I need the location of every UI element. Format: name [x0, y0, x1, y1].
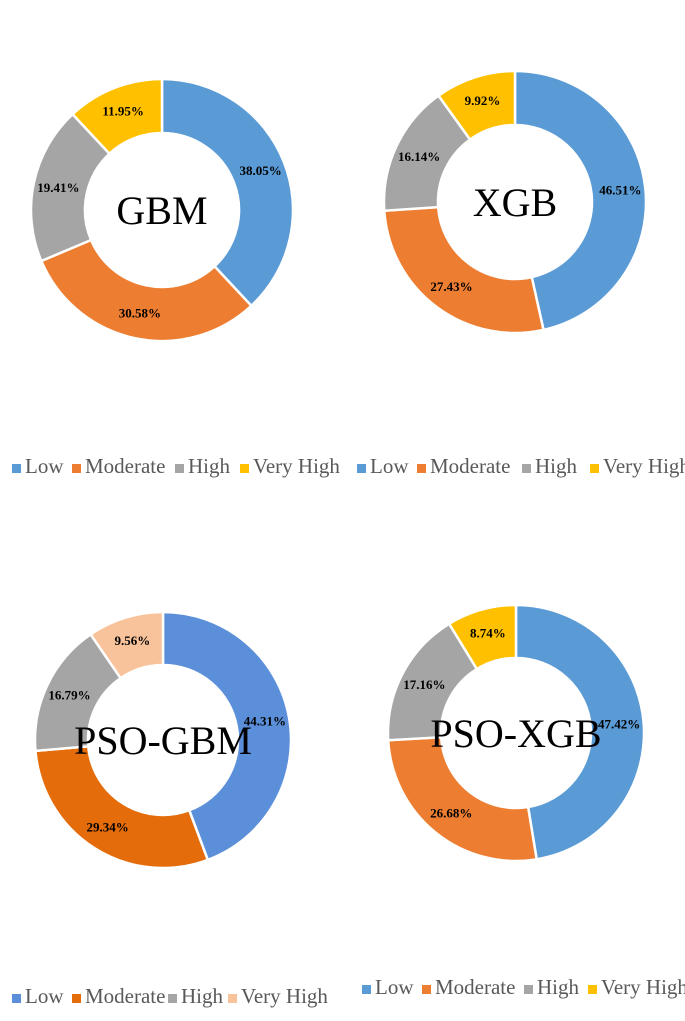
legend-swatch	[417, 464, 426, 473]
slice-label: 16.79%	[48, 688, 90, 703]
legend: Low Moderate High Very High	[362, 975, 685, 999]
legend-swatch	[72, 994, 81, 1003]
slice-label: 46.51%	[599, 182, 641, 197]
legend-label: Very High	[601, 975, 685, 999]
slice-label: 16.14%	[398, 149, 440, 164]
slice-very-high	[70, 77, 164, 156]
legend-label: High	[188, 454, 231, 478]
donut-chart-0: 38.05% 30.58% 19.41% 11.95% GBM Low Moderate Hi…	[12, 77, 340, 478]
legend-label: High	[181, 984, 224, 1008]
slice-moderate	[382, 205, 545, 335]
center-label: PSO-XGB	[430, 711, 601, 756]
slice-label: 47.42%	[598, 717, 640, 732]
legend-label: Moderate	[85, 454, 165, 478]
legend: Low Moderate High Very High	[12, 984, 328, 1008]
center-label: GBM	[116, 188, 207, 233]
slice-label: 17.16%	[403, 677, 445, 692]
slice-label: 38.05%	[239, 163, 281, 178]
legend-swatch	[357, 464, 366, 473]
slice-moderate	[34, 745, 210, 870]
legend-swatch	[422, 985, 431, 994]
slice-low	[513, 69, 648, 332]
slice-label: 11.95%	[102, 103, 144, 118]
donut-chart-1: 46.51% 27.43% 16.14% 9.92% XGB Low Moderate Hig…	[357, 69, 685, 478]
legend-label: Very High	[253, 454, 340, 478]
slice-very-high	[447, 603, 518, 671]
slice-moderate	[386, 735, 539, 863]
legend-label: Low	[375, 975, 414, 999]
slice-label: 27.43%	[430, 279, 472, 294]
legend-label: Low	[25, 984, 64, 1008]
slice-moderate	[39, 238, 254, 343]
legend-swatch	[175, 464, 184, 473]
legend-label: High	[537, 975, 580, 999]
center-label: XGB	[473, 180, 557, 225]
legend-swatch	[588, 985, 597, 994]
legend-label: Moderate	[430, 454, 510, 478]
slice-label: 30.58%	[119, 306, 161, 321]
slice-low	[161, 610, 293, 862]
legend-label: High	[535, 454, 578, 478]
slice-label: 44.31%	[244, 714, 286, 729]
donut-chart-2: 44.31% 29.34% 16.79% 9.56% PSO-GBM Low Moderat…	[12, 610, 328, 1008]
legend-swatch	[240, 464, 249, 473]
center-label: PSO-GBM	[74, 718, 252, 763]
legend-label: Very High	[241, 984, 328, 1008]
legend-swatch	[12, 464, 21, 473]
slice-label: 26.68%	[430, 806, 472, 821]
slice-very-high	[436, 69, 517, 142]
slice-low	[514, 603, 646, 861]
legend-label: Very High	[603, 454, 685, 478]
legend-swatch	[168, 994, 177, 1003]
legend-swatch	[522, 464, 531, 473]
legend-swatch	[524, 985, 533, 994]
legend-label: Moderate	[435, 975, 515, 999]
legend-swatch	[12, 994, 21, 1003]
legend-swatch	[228, 994, 237, 1003]
donut-chart-3: 47.42% 26.68% 17.16% 8.74% PSO-XGB Low Moderat…	[362, 603, 685, 999]
slice-label: 8.74%	[470, 625, 506, 640]
legend: Low Moderate High Very High	[12, 454, 340, 478]
slice-label: 9.92%	[465, 93, 501, 108]
slice-label: 19.41%	[37, 180, 79, 195]
legend-swatch	[362, 985, 371, 994]
legend-label: Low	[25, 454, 64, 478]
legend-label: Low	[370, 454, 409, 478]
legend-swatch	[72, 464, 81, 473]
slice-label: 9.56%	[115, 633, 151, 648]
legend-swatch	[590, 464, 599, 473]
slice-label: 29.34%	[87, 819, 129, 834]
legend: Low Moderate High Very High	[357, 454, 685, 478]
legend-label: Moderate	[85, 984, 165, 1008]
slice-low	[160, 77, 295, 308]
slice-very-high	[88, 610, 165, 680]
